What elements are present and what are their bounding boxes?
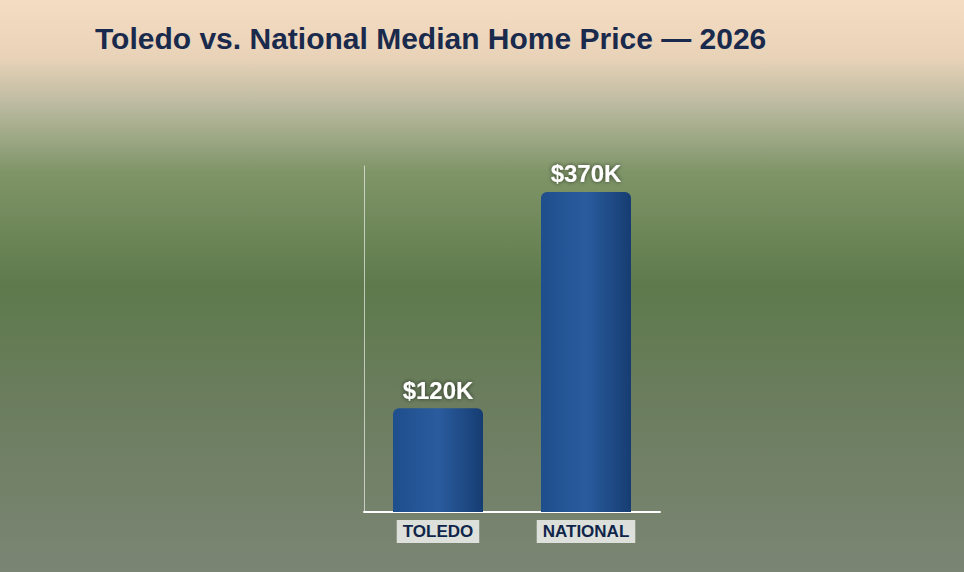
svg-text:NATIONAL: NATIONAL: [543, 522, 630, 541]
svg-text:$370K: $370K: [551, 160, 622, 187]
svg-text:$120K: $120K: [403, 377, 474, 404]
svg-text:Toledo vs. National Median Hom: Toledo vs. National Median Home Price — …: [95, 22, 766, 55]
svg-text:TOLEDO: TOLEDO: [403, 522, 474, 541]
